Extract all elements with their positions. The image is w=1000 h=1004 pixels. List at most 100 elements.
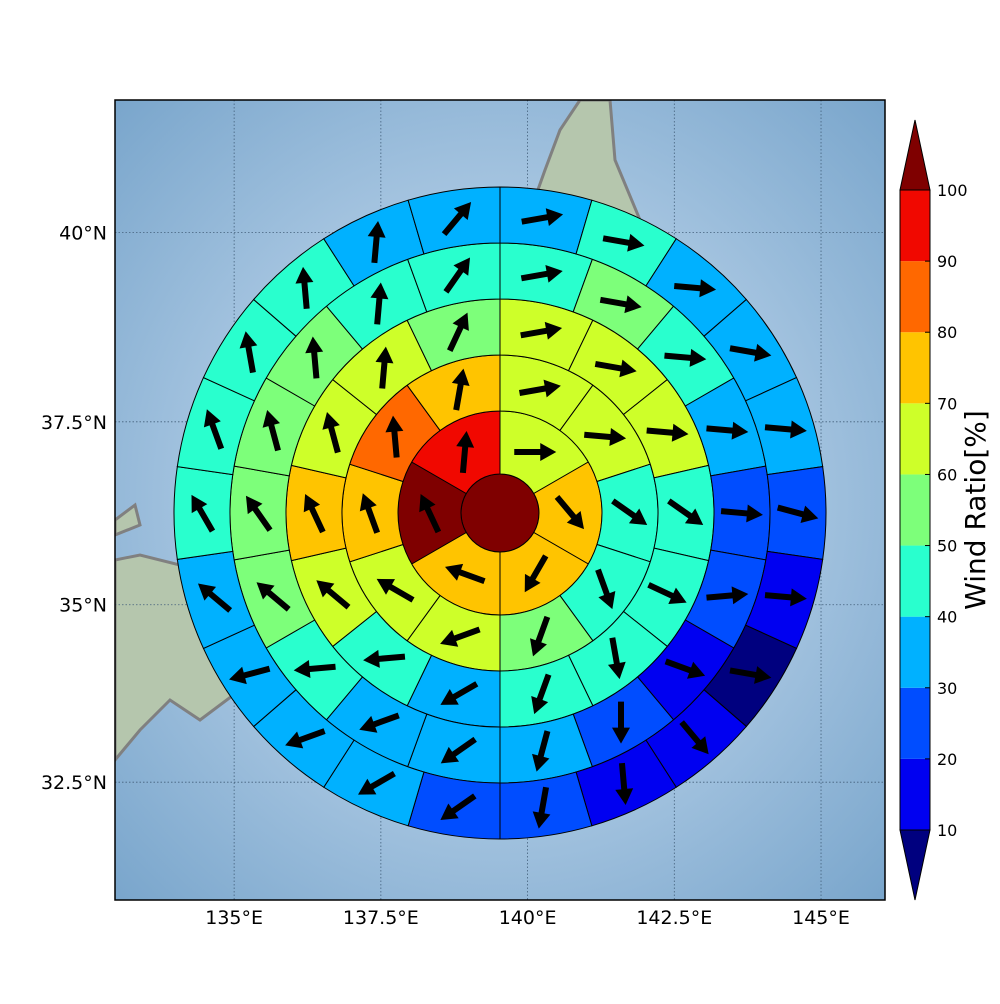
colorbar-tick-label: 10	[937, 821, 957, 840]
colorbar-bin	[900, 687, 930, 759]
x-tick-label: 137.5°E	[343, 907, 419, 929]
wind-arrow	[245, 495, 273, 532]
colorbar-tick-label: 100	[937, 181, 968, 200]
wind-arrow	[443, 257, 471, 294]
y-tick-label: 40°N	[59, 223, 107, 245]
wind-arrow	[664, 658, 706, 679]
wind-arrow	[322, 412, 341, 454]
wind-arrow	[729, 666, 772, 684]
wind-arrow	[532, 730, 551, 772]
colorbar-tick-label: 40	[937, 608, 957, 627]
wind-arrow	[419, 493, 442, 534]
wind-arrow	[203, 409, 225, 450]
wind-arrow	[375, 346, 394, 389]
wind-arrow	[530, 615, 551, 657]
colorbar-bin	[900, 261, 930, 333]
wind-arrow	[612, 701, 630, 744]
wind-arrow	[599, 295, 642, 314]
colorbar-tick-label: 50	[937, 537, 957, 556]
colorbar-tick-label: 80	[937, 323, 957, 342]
wind-arrow	[531, 673, 552, 715]
wind-arrow	[447, 312, 469, 352]
wind-arrow	[706, 421, 749, 440]
ticks: 135°E 137.5°E 140°E 142.5°E 145°E 32.5°N 35°N 3…	[41, 223, 850, 929]
wind-arrow	[615, 762, 634, 805]
wind-arrow	[285, 728, 326, 749]
colorbar-tick-label: 30	[937, 679, 957, 698]
y-tick-label: 37.5°N	[41, 412, 107, 434]
wind-arrow	[367, 221, 386, 264]
wind-arrow	[191, 494, 216, 533]
wind-arrow	[295, 266, 314, 309]
colorbar-bin	[900, 190, 930, 262]
wind-arrow	[595, 568, 616, 610]
wind-arrow	[729, 343, 772, 362]
wind-arrow	[524, 554, 549, 593]
wind-arrow	[514, 442, 557, 461]
wind-arrow	[358, 770, 396, 795]
wind-arrow	[197, 583, 233, 613]
colorbar-bin	[900, 545, 930, 617]
wind-arrow	[359, 493, 381, 534]
colorbar-tick-label: 90	[937, 252, 957, 271]
wind-arrow	[554, 494, 584, 530]
wind-arrow	[607, 637, 626, 680]
wind-arrow	[667, 498, 704, 526]
colorbar-tick-label: 60	[937, 465, 957, 484]
y-tick-label: 32.5°N	[41, 772, 107, 794]
wind-arrow	[764, 588, 807, 607]
wind-arrow	[229, 665, 271, 685]
wind-arrow	[441, 201, 472, 237]
arrows	[191, 201, 819, 829]
wind-arrow	[706, 586, 749, 605]
wind-arrow	[583, 428, 627, 446]
wind-arrow	[720, 504, 763, 523]
wind-arrow	[776, 504, 819, 523]
y-tick-label: 35°N	[59, 595, 107, 617]
wind-arrow	[370, 282, 389, 325]
x-tick-label: 142.5°E	[636, 907, 712, 929]
x-tick-label: 145°E	[792, 907, 850, 929]
wind-arrow	[518, 379, 561, 398]
wind-arrow	[440, 736, 477, 764]
wind-arrow	[520, 321, 563, 340]
wind-arrow	[646, 423, 689, 442]
colorbar-under	[899, 829, 931, 901]
wind-arrow	[256, 582, 291, 612]
colorbar-bin	[900, 474, 930, 546]
wind-arrow	[440, 793, 477, 821]
wind-arrow	[440, 681, 479, 705]
wind-arrow	[611, 498, 648, 526]
wind-arrow	[376, 578, 415, 603]
wind-arrow	[293, 660, 336, 678]
colorbar-frame	[899, 189, 931, 831]
wind-arrow	[456, 431, 475, 474]
x-tick-label: 135°E	[205, 907, 263, 929]
wind-arrow	[385, 415, 404, 458]
wind-arrow	[445, 563, 486, 585]
wind-arrow	[239, 331, 258, 374]
wind-arrow	[532, 786, 551, 829]
wind-arrow	[679, 720, 709, 755]
wind-arrow	[316, 580, 351, 610]
wind-arrow	[647, 582, 687, 604]
axes-frame	[114, 99, 886, 901]
colorbar-over	[899, 119, 931, 191]
wind-arrow	[521, 208, 564, 227]
wind-arrow	[673, 279, 717, 298]
wind-arrow	[594, 359, 637, 378]
wind-arrow	[520, 264, 563, 283]
colorbar-tick-label: 20	[937, 750, 957, 769]
colorbar-tick-label: 70	[937, 394, 957, 413]
wind-arrow	[303, 493, 326, 534]
wind-arrow	[764, 420, 807, 439]
wind-arrow	[440, 626, 481, 647]
wind-arrow	[363, 649, 406, 668]
colorbar-bin	[900, 758, 930, 830]
colorbar-bin	[900, 332, 930, 404]
colorbar-label: Wind Ratio[%]	[959, 410, 992, 610]
colorbar-bin	[900, 403, 930, 475]
wind-arrow	[602, 233, 645, 252]
wind-arrow	[359, 712, 400, 733]
